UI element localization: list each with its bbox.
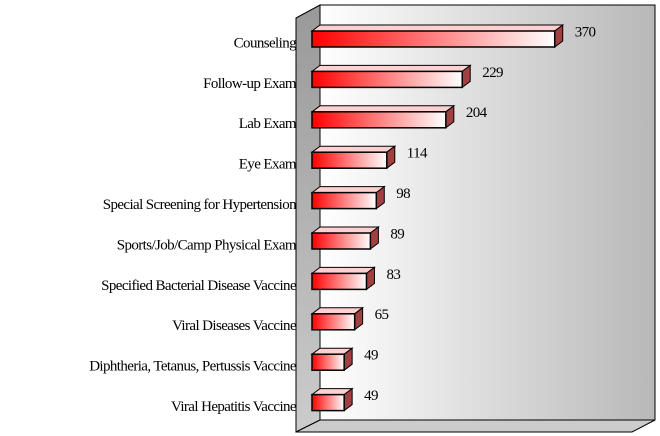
category-label: Diphtheria, Tetanus, Pertussis Vaccine: [89, 359, 297, 375]
category-label: Viral Hepatitis Vaccine: [171, 399, 297, 415]
category-label: Lab Exam: [239, 116, 297, 132]
bar: [310, 24, 565, 48]
bar: [310, 64, 472, 89]
value-label: 98: [396, 186, 410, 202]
bar: [310, 104, 456, 129]
bar: [310, 266, 376, 291]
value-label: 65: [375, 307, 389, 323]
bar: [310, 185, 386, 210]
value-label: 83: [386, 267, 400, 283]
bar-front: [311, 70, 463, 89]
bar: [310, 226, 380, 250]
bar-front: [311, 393, 345, 412]
bar-front: [311, 151, 388, 169]
floor: [295, 419, 656, 433]
category-label: Specified Bacterial Disease Vaccine: [101, 278, 297, 294]
bar-front: [311, 313, 356, 331]
value-label: 229: [482, 65, 503, 81]
bar-front: [311, 191, 378, 210]
bar-top: [310, 226, 380, 234]
bar-front: [311, 232, 372, 250]
bar-top: [310, 24, 565, 32]
value-label: 49: [364, 388, 378, 404]
bar-top: [310, 105, 456, 113]
bar: [310, 347, 354, 372]
value-label: 204: [466, 105, 488, 121]
category-label: Follow-up Exam: [203, 76, 297, 92]
bar-top: [310, 186, 386, 194]
value-label: 114: [407, 146, 428, 162]
category-label: Eye Exam: [239, 157, 297, 173]
value-label: 370: [575, 24, 596, 40]
category-label: Sports/Job/Camp Physical Exam: [117, 237, 297, 253]
category-label: Viral Diseases Vaccine: [172, 318, 297, 334]
category-label: Special Screening for Hypertension: [103, 197, 297, 213]
bar-front: [311, 30, 556, 48]
value-label: 49: [364, 348, 378, 364]
bar-front: [311, 353, 345, 371]
value-label: 89: [390, 226, 404, 242]
bar: [310, 387, 354, 412]
bar-top: [310, 266, 376, 274]
bar-top: [310, 145, 397, 153]
bar: [310, 306, 365, 331]
bar-front: [311, 272, 368, 291]
bar: [310, 145, 397, 170]
bar-top: [310, 64, 472, 72]
category-label: Counseling: [234, 35, 297, 51]
bar-front: [311, 111, 447, 129]
